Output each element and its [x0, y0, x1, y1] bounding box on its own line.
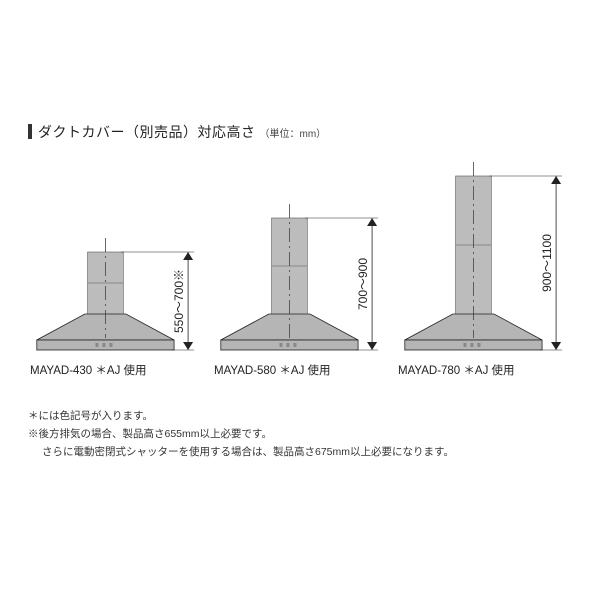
notes-block: ＊には色記号が入ります。 ※後方排気の場合、製品高さ655mm以上必要です。 さ…: [28, 408, 572, 462]
hood-label-0: MAYAD-430 ＊AJ 使用: [30, 363, 147, 377]
note-line-3: さらに電動密閉式シャッターを使用する場合は、製品高さ675mm以上必要になります…: [28, 444, 572, 462]
title-row: ダクトカバー（別売品）対応高さ （単位：mm）: [28, 122, 326, 142]
hood-label-1: MAYAD-580 ＊AJ 使用: [214, 363, 331, 377]
hood-label-2: MAYAD-780 ＊AJ 使用: [398, 363, 515, 377]
title-accent-bar: [28, 124, 32, 139]
dim-text-0: 550～700※: [172, 269, 186, 333]
title-main: ダクトカバー（別売品）対応高さ: [38, 122, 256, 142]
page: ダクトカバー（別売品）対応高さ （単位：mm） 550～700※ MAYAD-43…: [0, 0, 600, 600]
dim-text-2: 900～1100: [540, 234, 554, 292]
dim-text-1: 700～900: [356, 258, 370, 310]
note-line-1: ＊には色記号が入ります。: [28, 408, 572, 426]
title-unit: （単位：mm）: [260, 125, 327, 140]
diagrams-area: 550～700※ MAYAD-430 ＊AJ 使用 700～900 MAYAD-580…: [28, 140, 572, 390]
hoods-svg: 550～700※ MAYAD-430 ＊AJ 使用 700～900 MAYAD-580…: [28, 140, 572, 390]
note-line-2: ※後方排気の場合、製品高さ655mm以上必要です。: [28, 426, 572, 444]
